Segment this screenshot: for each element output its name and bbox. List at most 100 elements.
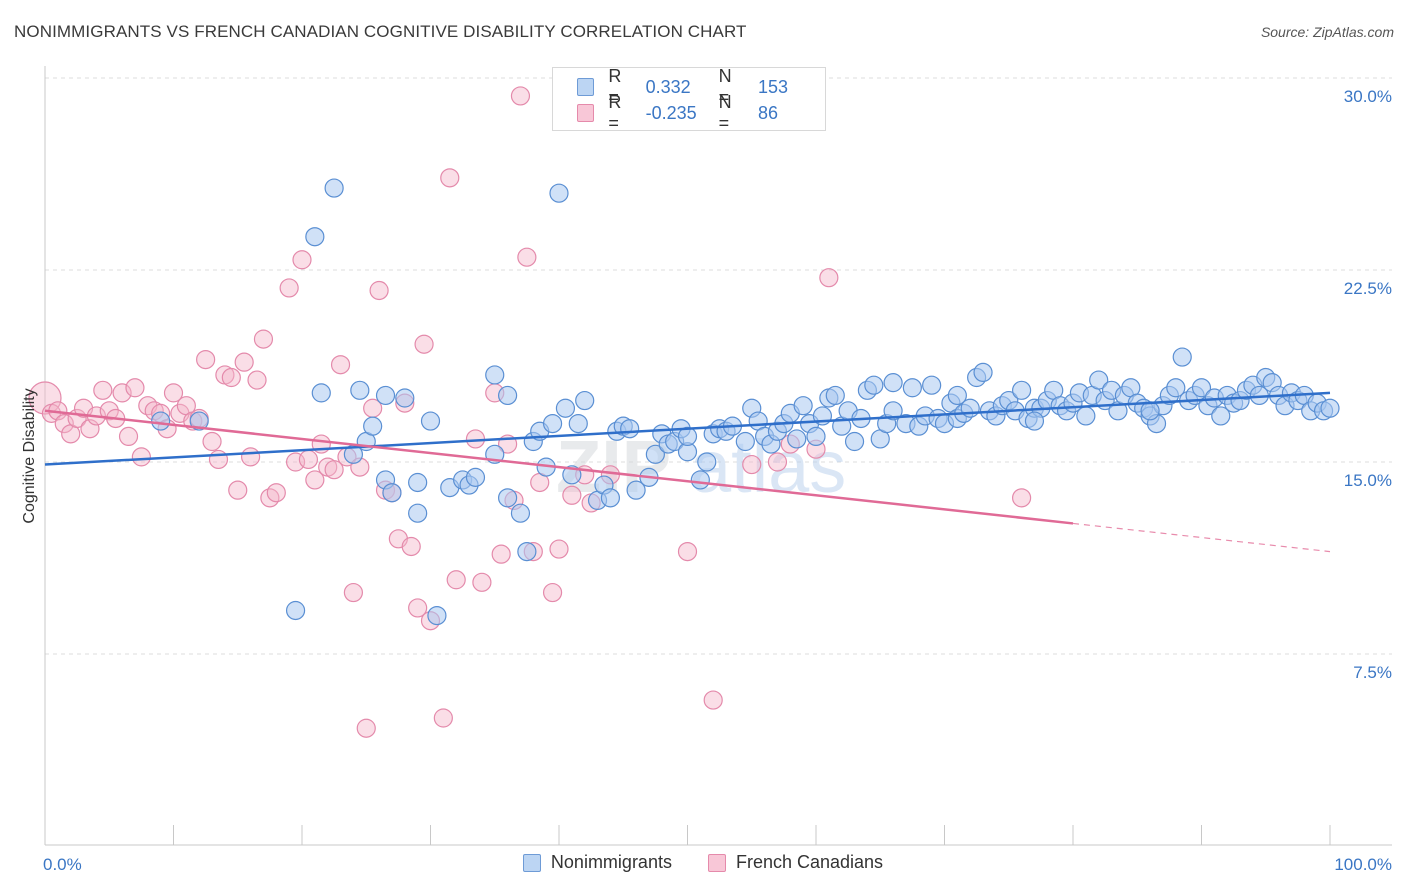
nonimmigrants-point [189,411,209,431]
french-canadians-point [266,483,286,503]
nonimmigrants-point [620,419,640,439]
nonimmigrants-point [787,429,807,449]
nonimmigrants-point [1172,347,1192,367]
french-canadians-point [99,401,119,421]
legend-item-french-canadians: French Canadians [707,852,884,873]
french-canadians-trend-line [44,409,1074,525]
french-canadians-point [196,350,216,370]
nonimmigrants-point [600,488,621,508]
nonimmigrants-point [844,431,865,452]
french-canadians-point [446,570,466,590]
french-canadians-point [118,426,139,446]
legend-item-nonimmigrants: Nonimmigrants [522,852,672,873]
nonimmigrants-point [151,411,171,431]
french-canadians-point [125,378,145,398]
nonimmigrants-point [408,472,428,493]
nonimmigrants-point [363,416,383,436]
nonimmigrants-point [542,414,563,434]
x-tick-label-start: 0.0% [43,855,82,874]
french-canadians-point [28,381,62,415]
legend-swatch-pink [707,853,726,872]
legend-n-value: 86 [757,102,779,123]
nonimmigrants-point [883,373,903,393]
nonimmigrants-point [626,480,646,500]
french-canadians-point [292,250,312,270]
nonimmigrants-point [690,470,710,490]
nonimmigrants-point [922,375,942,395]
nonimmigrants-point [1211,406,1231,426]
french-canadians-point [228,480,248,500]
french-canadians-point [298,449,319,470]
french-canadians-point [369,280,389,301]
french-canadians-point [677,541,698,562]
french-canadians-point [517,247,537,267]
nonimmigrants-point [510,503,531,523]
french-canadians-point [414,334,434,354]
french-canadians-point [208,449,229,470]
nonimmigrants-point [382,483,402,503]
nonimmigrants-point [735,431,755,452]
series-legend: Nonimmigrants French Canadians [0,852,1406,873]
nonimmigrants-point [902,378,922,398]
trend-lines [44,391,1331,553]
nonimmigrants-point [1024,411,1045,431]
legend-series-name: French Canadians [735,852,884,872]
french-canadians-point [330,355,351,375]
french-canadians-point [112,383,132,403]
nonimmigrants-point [285,600,306,621]
french-canadians-point [472,572,492,592]
legend-n-label: N = [718,66,732,107]
nonimmigrants-point [1320,398,1340,418]
x-tick-label-end: 100.0% [1334,855,1392,874]
french-canadians-point [562,485,582,505]
nonimmigrants-point [395,388,415,408]
nonimmigrants-trend-line [44,391,1331,466]
french-canadians-point [549,539,569,559]
legend-n-label: N = [718,92,732,133]
nonimmigrants-point [465,467,486,487]
legend-row-nonimmigrants: R = 0.332 N = 153 [577,66,825,107]
nonimmigrants-point [375,385,396,406]
y-axis-title: Cognitive Disability [21,388,38,523]
nonimmigrants-point [825,385,845,406]
nonimmigrants-point [1191,378,1212,398]
legend-r-label: R = [608,66,622,107]
french-canadians-point [279,278,299,298]
nonimmigrants-point [575,390,595,411]
french-canadians-point [703,690,723,710]
french-canadians-point [324,460,344,480]
legend-r-label: R = [608,92,622,133]
nonimmigrants-point [408,503,428,523]
nonimmigrants-point [1011,380,1032,400]
x-tick-labels: 0.0% 100.0% [43,855,1392,874]
y-tick-labels: 30.0% 22.5% 15.0% 7.5% [1344,87,1392,682]
nonimmigrants-point [645,444,665,464]
french-canadians-point [433,708,453,728]
nonimmigrants-point [677,426,698,446]
nonimmigrants-point [864,375,884,395]
legend-n-value: 153 [757,76,789,97]
nonimmigrants-point [1076,406,1096,426]
french-canadians-point [202,431,222,452]
y-tick-label: 30.0% [1344,87,1392,106]
nonimmigrants-point [973,362,993,382]
french-canadians-trend-extension [1072,522,1331,553]
legend-swatch-pink [577,104,595,122]
nonimmigrants-point [1089,370,1109,390]
french-canadians-point [163,383,184,403]
nonimmigrants-point [498,385,518,406]
french-canadians-point [54,414,74,434]
chart-source: Source: ZipAtlas.com [1260,24,1394,40]
nonimmigrants-point [562,465,582,485]
nonimmigrants-point [883,401,903,421]
french-canadians-points [28,86,1032,738]
french-canadians-point [401,536,421,557]
nonimmigrants-point [420,411,441,431]
nonimmigrants-point [555,398,576,418]
french-canadians-point [305,470,325,490]
french-canadians-point [440,168,460,188]
french-canadians-point [93,380,113,400]
french-canadians-point [343,582,363,603]
legend-series-name: Nonimmigrants [550,852,672,872]
